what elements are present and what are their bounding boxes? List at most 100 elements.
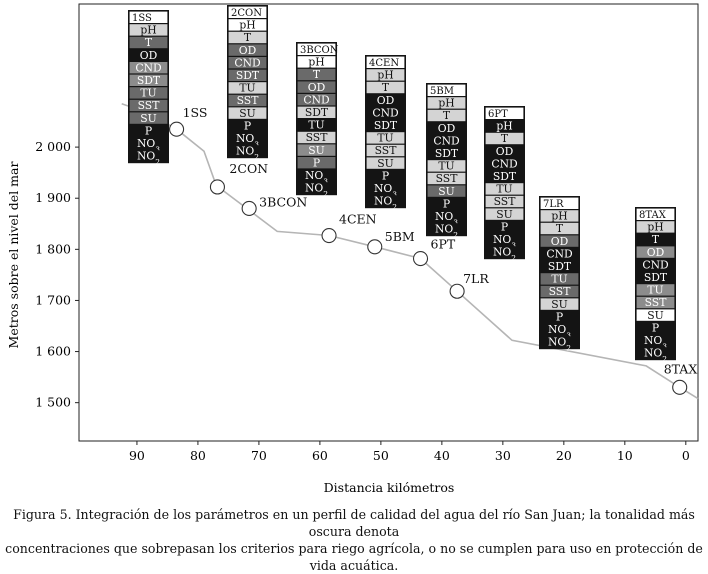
quality-cell xyxy=(129,150,168,162)
station-marker xyxy=(367,239,383,255)
quality-cell xyxy=(297,81,336,93)
quality-cell xyxy=(485,246,524,258)
quality-cell xyxy=(366,182,405,194)
quality-cell xyxy=(540,323,579,335)
quality-cell-label: SU xyxy=(647,309,664,322)
quality-cell xyxy=(366,195,405,207)
quality-cell-label: SDT xyxy=(137,74,161,87)
quality-cell-label: NO3 xyxy=(236,132,259,149)
x-tick-label: 60 xyxy=(312,448,328,463)
station-marker xyxy=(241,200,257,216)
quality-cell-label: NO2 xyxy=(137,150,160,167)
quality-cell xyxy=(485,221,524,233)
y-tick-label: 1 700 xyxy=(35,292,71,307)
water-quality-profile-figure: 90 80 70 60 50 40 30 20 10 0 1 500 1 600 1 700 1 800 1… xyxy=(6,3,699,495)
quality-cell xyxy=(427,198,466,210)
quality-cell xyxy=(636,271,675,283)
quality-cell xyxy=(540,311,579,323)
quality-cell-label: SDT xyxy=(548,260,572,273)
quality-cell xyxy=(427,84,466,96)
quality-cell-label: 5BM xyxy=(430,86,454,97)
quality-cell-label: SST xyxy=(375,144,398,157)
quality-cell xyxy=(366,107,405,119)
quality-cell xyxy=(636,221,675,233)
quality-cell-label: P xyxy=(443,197,450,210)
quality-cell xyxy=(366,56,405,68)
x-axis-label: Distancia kilómetros xyxy=(324,480,455,495)
station-label: 8TAX xyxy=(664,361,698,376)
quality-cell xyxy=(228,107,267,119)
quality-cell-label: CND xyxy=(433,134,460,147)
axis-ticks: 90 80 70 60 50 40 30 20 10 0 1 500 1 600 1 700 1 800 1… xyxy=(35,139,690,463)
quality-cell xyxy=(366,132,405,144)
quality-cell-label: SST xyxy=(138,99,161,112)
quality-cell xyxy=(485,132,524,145)
quality-cell xyxy=(297,56,336,68)
quality-cell xyxy=(636,284,675,296)
quality-cell xyxy=(540,260,579,272)
quality-cell xyxy=(228,82,267,94)
quality-cell-label: NO3 xyxy=(374,182,397,199)
quality-cell-label: TU xyxy=(239,82,255,95)
caption-line-1: Figura 5. Integración de los parámetros … xyxy=(13,507,695,539)
quality-cell xyxy=(485,233,524,245)
y-tick-label: 2 000 xyxy=(35,139,71,154)
quality-cell xyxy=(427,160,466,172)
quality-cell-label: NO2 xyxy=(305,182,328,199)
quality-cell xyxy=(297,43,336,55)
quality-cell-label: P xyxy=(501,220,508,233)
quality-cell-label: P xyxy=(382,169,389,182)
quality-cell-label: SU xyxy=(551,298,568,311)
quality-cell-label: T xyxy=(501,132,509,145)
quality-cell xyxy=(297,169,336,181)
quality-cell xyxy=(636,309,675,321)
elevation-profile xyxy=(121,102,699,400)
quality-cell-label: T xyxy=(382,81,390,94)
quality-cell xyxy=(297,144,336,156)
quality-cell xyxy=(427,223,466,235)
station-marker xyxy=(449,283,465,299)
quality-cell xyxy=(485,107,524,119)
x-tick-label: 10 xyxy=(617,448,633,463)
quality-cell-label: CND xyxy=(372,106,399,119)
y-axis-label: Metros sobre el nivel del mar xyxy=(6,162,21,349)
quality-cell-label: NO3 xyxy=(644,334,667,351)
quality-cell xyxy=(129,137,168,149)
quality-cell xyxy=(366,144,405,157)
quality-cell xyxy=(297,68,336,81)
quality-cell-label: 8TAX xyxy=(639,210,667,221)
quality-cell-label: T xyxy=(652,233,660,246)
quality-cell-label: NO3 xyxy=(435,210,458,227)
x-tick-label: 0 xyxy=(682,448,690,463)
quality-cell-label: pH xyxy=(438,97,454,110)
quality-cell-label: OD xyxy=(551,235,569,248)
quality-cell xyxy=(297,94,336,106)
quality-cell-label: NO2 xyxy=(374,195,397,212)
quality-cell-label: SST xyxy=(436,172,459,185)
quality-cell xyxy=(427,122,466,134)
quality-cell xyxy=(540,248,579,260)
quality-cell xyxy=(228,44,267,56)
x-tick-label: 50 xyxy=(373,448,389,463)
quality-cell-label: 4CEN xyxy=(369,58,399,69)
quality-cell xyxy=(485,208,524,220)
quality-cell xyxy=(485,158,524,170)
quality-cell xyxy=(366,119,405,131)
station-label: 7LR xyxy=(463,271,489,286)
quality-cell-label: OD xyxy=(239,44,257,57)
quality-cell xyxy=(297,182,336,194)
quality-cell xyxy=(228,6,267,18)
quality-cell-label: NO3 xyxy=(493,233,516,250)
quality-cell-label: SU xyxy=(438,185,455,198)
quality-cell xyxy=(228,94,267,107)
quality-cell-label: SST xyxy=(494,195,517,208)
quality-cell-label: OD xyxy=(496,145,514,158)
quality-cell-label: 3BCON xyxy=(300,45,339,56)
quality-cell-label: TU xyxy=(140,87,156,100)
station-markers: 1SS 2CON 3BCON 4CEN 5BM 6PT 7LR 8TAX xyxy=(169,105,698,395)
quality-cell xyxy=(636,233,675,246)
